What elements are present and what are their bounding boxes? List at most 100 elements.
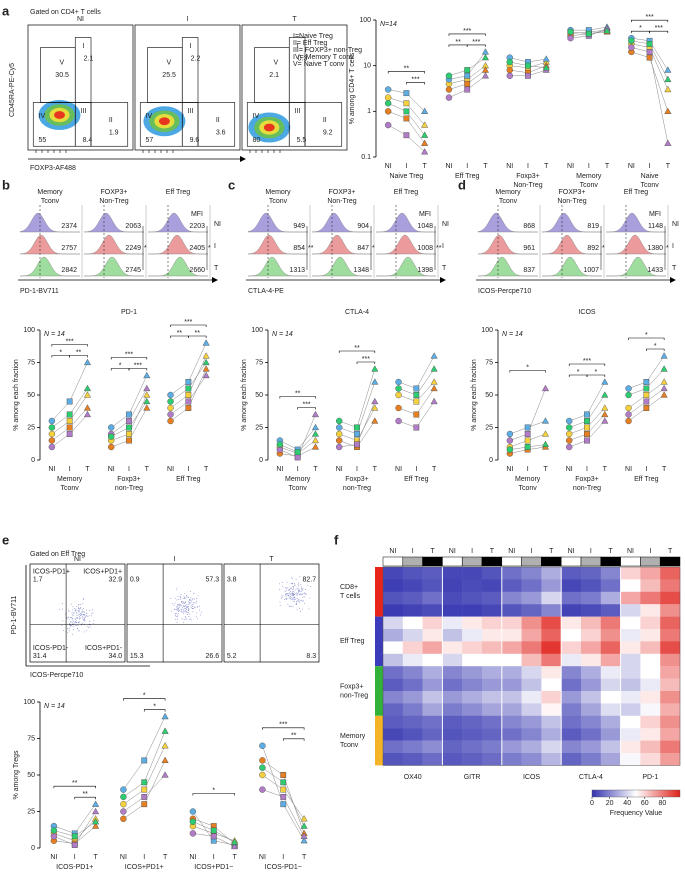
heat-cell [383, 691, 403, 704]
heat-cell [660, 753, 681, 766]
histogram [147, 212, 208, 233]
marker [660, 378, 668, 385]
significance-bracket [406, 82, 425, 85]
heat-cell [581, 604, 601, 617]
marker [542, 55, 550, 62]
significance: *** [302, 401, 310, 408]
marker [185, 398, 192, 405]
event-dot [175, 618, 177, 620]
y-tick-label: 100 [23, 327, 35, 334]
heat-cell [402, 616, 423, 630]
heat-cell [383, 740, 403, 754]
gate-name: V [60, 59, 65, 66]
mfi-value: 2745 [125, 267, 141, 274]
significance: * [595, 369, 598, 376]
event-dot [61, 624, 63, 626]
significance: * [59, 349, 62, 356]
gate-value: 9.2 [323, 129, 333, 136]
column-condition: I [412, 548, 414, 555]
x-tick-label: NI [108, 466, 115, 473]
column-label: GITR [464, 774, 481, 781]
quadrant-value: 32.9 [109, 577, 123, 584]
event-dot [288, 592, 290, 594]
column-label: ICOS [523, 774, 540, 781]
panel-label: a [2, 3, 10, 18]
event-dot [186, 594, 187, 596]
event-dot [186, 618, 188, 620]
histogram [477, 235, 538, 255]
event-dot [68, 627, 70, 629]
event-dot [296, 609, 298, 611]
event-dot [300, 584, 302, 586]
heat-cell [383, 567, 403, 580]
event-dot [179, 596, 181, 598]
significance-bracket [192, 793, 235, 796]
event-dot [184, 611, 186, 613]
event-dot [293, 597, 295, 599]
mfi-value: 1007 [583, 267, 599, 274]
significance: ** [308, 245, 314, 252]
marker [210, 833, 217, 840]
event-dot [181, 607, 183, 609]
marker [541, 430, 550, 437]
event-dot [69, 629, 71, 631]
mfi-value: 1380 [647, 245, 663, 252]
gate-value: 0.3 [298, 56, 308, 63]
marker [542, 64, 550, 71]
event-dot [295, 589, 297, 591]
significance: *** [655, 25, 663, 32]
event-dot [175, 614, 177, 616]
gate-name: IV [146, 113, 153, 120]
heat-cell [660, 629, 681, 642]
heat-cell [442, 629, 463, 642]
marker [83, 404, 92, 411]
event-dot [183, 612, 185, 614]
event-dot [72, 617, 73, 619]
heat-cell [600, 591, 621, 605]
marker [567, 28, 574, 36]
y-tick-label: 0 [259, 457, 263, 464]
significance: * [645, 332, 648, 339]
heat-cell [402, 715, 423, 729]
marker [566, 417, 573, 425]
x-tick-label: I [645, 466, 647, 473]
quadrant-label: ICOS+PD1+ [83, 569, 122, 576]
marker [300, 815, 308, 822]
heat-cell [462, 653, 483, 667]
heat-cell [521, 753, 542, 766]
significance: * [666, 245, 669, 252]
event-dot [77, 628, 79, 629]
significance: * [119, 362, 122, 369]
heat-cell [521, 616, 542, 630]
event-dot [287, 604, 289, 606]
event-dot [176, 607, 178, 609]
event-dot [293, 592, 295, 594]
gate-value: 2.2 [191, 56, 201, 63]
event-dot [189, 598, 191, 600]
axis-arrow [240, 156, 246, 162]
heat-cell [402, 604, 423, 617]
row-group-label: Memory [340, 733, 366, 740]
marker [430, 384, 438, 392]
event-dot [286, 594, 288, 596]
significance-bracket [646, 348, 665, 351]
heat-cell [600, 604, 621, 617]
x-tick-label: NI [259, 854, 266, 861]
heat-cell [521, 666, 542, 679]
heat-cell [383, 616, 403, 630]
marker [413, 398, 420, 405]
event-dot [180, 605, 182, 607]
gate [197, 102, 236, 147]
event-dot [71, 616, 73, 618]
legend-text: III= FOXP3+ non-Treg [293, 47, 362, 54]
event-dot [183, 605, 185, 607]
heat-cell [600, 753, 621, 766]
significance: *** [362, 356, 370, 363]
column-condition: NI [627, 548, 634, 555]
group-label: Foxp3+ [516, 173, 540, 180]
event-dot [297, 582, 299, 584]
event-dot [183, 597, 185, 599]
quadrant-label: ICOS-PD1- [33, 645, 69, 652]
event-dot [177, 608, 179, 609]
gate-value: 2.1 [84, 56, 94, 63]
